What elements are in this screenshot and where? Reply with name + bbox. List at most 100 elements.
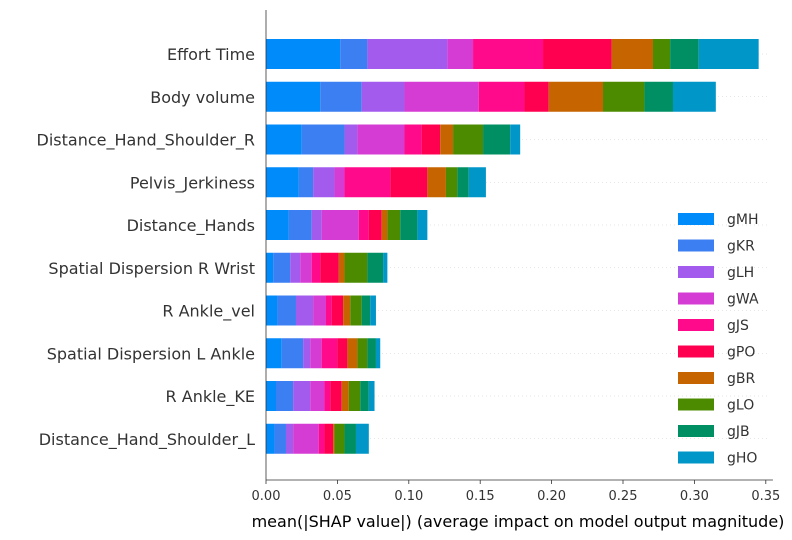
bar-segment [288,210,312,240]
bar-segment [281,338,304,369]
x-tick-label: 0.25 [609,489,638,504]
y-tick-label: Spatial Dispersion R Wrist [48,259,255,278]
bar-segment [298,167,314,198]
bar-segment [357,338,368,369]
bar-segment [266,381,276,411]
bar-segment [274,423,286,454]
bar-segment [368,210,382,240]
bar-segment [277,295,296,326]
bar-segment [670,39,699,69]
bar-segment [334,167,345,198]
bar-segment [293,381,311,411]
y-tick-label: Spatial Dispersion L Ankle [47,344,255,363]
bar-segment [295,295,314,326]
bar-segment [347,338,358,369]
bar-segment [343,295,351,326]
x-axis-ticks: 0.00 0.05 0.10 0.15 0.20 0.25 0.30 0.35 [252,480,780,504]
bar-segment [427,167,446,198]
bar-segment [266,167,299,198]
bar-segment [421,124,441,155]
bar-segment [447,39,474,69]
legend-swatch [678,292,714,305]
bar-segment [400,210,418,240]
bar-segment [338,252,345,283]
bar-segment [440,124,454,155]
bar-segment [266,124,302,155]
bar-segment [404,124,422,155]
bar-segment [275,381,294,411]
legend-swatch [678,451,714,464]
legend-swatch [678,372,714,384]
bar-segment [320,81,362,112]
bar-segment [473,39,544,69]
bar-segment [652,39,671,69]
bar-segment [266,81,321,112]
bar-segment [358,210,369,240]
bar-segment [293,423,319,454]
x-tick-label: 0.00 [252,489,281,504]
legend-label: gJS [727,318,749,334]
bar-segment [453,124,484,155]
bar-segment [344,423,356,454]
legend-swatch [678,425,714,437]
legend-swatch [678,213,714,225]
legend-label: gMH [727,212,759,228]
bar-segment [320,252,339,283]
x-tick-label: 0.35 [751,489,780,504]
x-tick-label: 0.05 [323,489,352,504]
bar-segment [355,423,369,454]
bar-segment [381,210,388,240]
bar-segment [368,381,375,411]
y-tick-label: Body volume [150,88,255,107]
bar-segment [375,338,381,369]
bar-segment [611,39,653,69]
legend-label: gJB [727,424,750,440]
bar-segment [266,39,341,69]
bar-segment [311,252,321,283]
bar-segment [698,39,759,69]
bar-segment [468,167,486,198]
bar-segment [361,295,371,326]
bar-segment [266,210,289,240]
bar-segment [478,81,525,112]
bar-segment [331,295,344,326]
bar-segment [344,252,368,283]
x-tick-label: 0.20 [537,489,566,504]
y-tick-label: R Ankle_vel [162,302,255,322]
bar-segment [387,210,401,240]
bar-segment [273,252,291,283]
bar-segment [333,423,335,454]
y-tick-label: Distance_Hands [127,216,255,236]
bar-segment [325,295,332,326]
bar-segment [266,252,274,283]
legend-swatch [678,266,714,278]
bar-segment [672,81,716,112]
legend-label: gWA [727,292,759,308]
bar-segment [367,338,376,369]
bar-segment [404,81,479,112]
y-tick-label: Effort Time [167,45,255,64]
bar-segment [390,167,428,198]
bar-segment [383,252,388,283]
bar-segment [483,124,511,155]
x-tick-label: 0.10 [394,489,423,504]
bar-segment [285,423,294,454]
y-tick-label: Distance_Hand_Shoulder_R [37,131,255,151]
legend-swatch [678,398,714,411]
bar-segment [337,338,348,369]
legend-label: gPO [727,345,755,361]
bar-segment [330,381,342,411]
legend-label: gLH [727,265,754,281]
legend-label: gBR [727,371,755,387]
legend-swatch [678,319,714,331]
bar-segment [367,252,384,283]
stacked-bars [266,39,759,454]
legend-swatch [678,345,714,358]
bar-segment [311,210,322,240]
bar-segment [361,81,405,112]
bar-segment [445,167,458,198]
y-tick-label: R Ankle_KE [166,387,255,407]
bar-segment [350,295,362,326]
bar-segment [543,39,612,69]
